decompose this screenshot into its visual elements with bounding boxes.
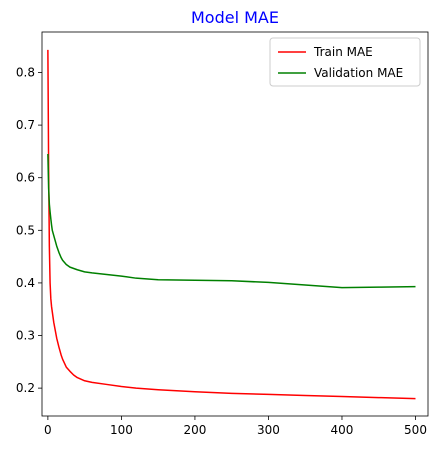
y-tick-label: 0.7	[16, 118, 35, 132]
x-tick-label: 100	[110, 423, 133, 437]
x-tick-label: 400	[331, 423, 354, 437]
y-tick-label: 0.8	[16, 66, 35, 80]
x-tick-label: 200	[183, 423, 206, 437]
x-tick-label: 300	[257, 423, 280, 437]
y-tick-label: 0.4	[16, 276, 35, 290]
y-tick-label: 0.5	[16, 223, 35, 237]
x-tick-label: 0	[44, 423, 52, 437]
legend: Train MAE Validation MAE	[269, 37, 421, 87]
y-tick-label: 0.2	[16, 381, 35, 395]
y-tick-label: 0.3	[16, 329, 35, 343]
series-layer	[47, 49, 416, 400]
legend-label: Validation MAE	[314, 66, 403, 80]
chart-title: Model MAE	[191, 8, 279, 27]
y-tick-label: 0.6	[16, 171, 35, 185]
legend-label: Train MAE	[313, 45, 373, 59]
series-line-1	[47, 49, 416, 400]
x-tick-label: 500	[404, 423, 427, 437]
x-axis: 0 100 200 300 400 500	[44, 416, 427, 437]
plot-area	[41, 31, 429, 417]
y-axis: 0.2 0.3 0.4 0.5 0.6 0.7 0.8	[16, 66, 42, 395]
series-line-2	[47, 154, 416, 289]
plot-frame	[41, 31, 429, 417]
legend-box	[269, 37, 421, 87]
